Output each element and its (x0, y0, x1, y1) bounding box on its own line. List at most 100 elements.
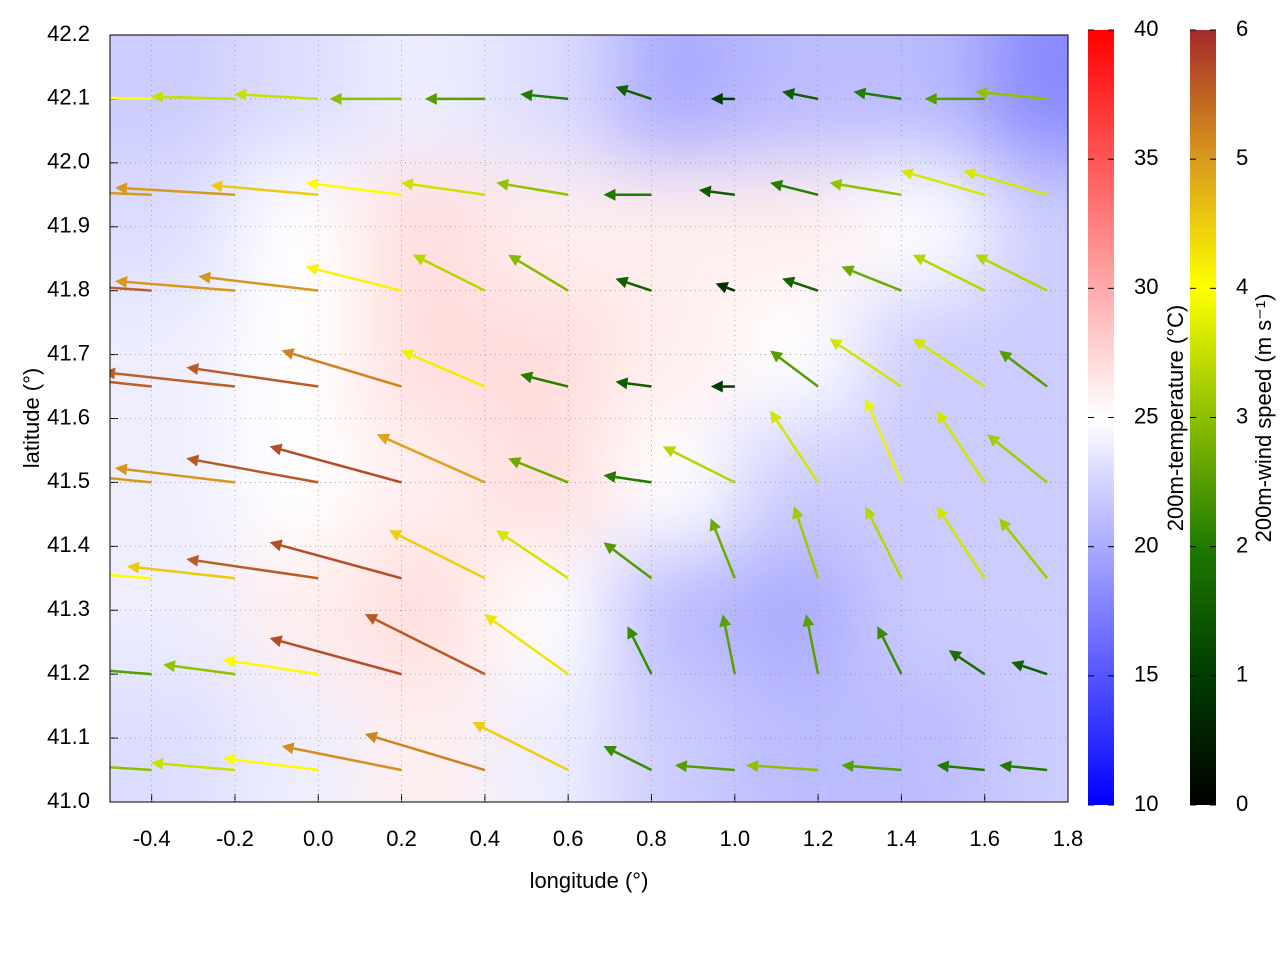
wind-arrow (841, 265, 902, 292)
arrow-shaft (531, 376, 569, 388)
temperature-cell (984, 35, 1068, 164)
y-tick-label: 42.2 (47, 21, 90, 46)
temperature-field (110, 35, 1068, 802)
arrow-head (496, 178, 509, 191)
arrow-shaft (631, 636, 653, 675)
arrow-shaft (292, 352, 402, 388)
temperature-cell (734, 35, 861, 164)
wind-arrow (305, 263, 402, 292)
colorbar-tick-label: 0 (1236, 791, 1248, 816)
arrow-shaft (852, 269, 902, 292)
temperature-colorbar-label: 200m-temperature (°C) (1163, 305, 1188, 531)
temperature-cell (484, 35, 611, 164)
arrow-shaft (293, 747, 402, 772)
temperature-cell (609, 674, 736, 802)
y-tick-label: 41.8 (47, 276, 90, 301)
wind-arrow (924, 92, 985, 105)
wind-arrow (150, 90, 235, 103)
wind-arrow (281, 742, 402, 772)
colorbar-tick-label: 40 (1134, 16, 1158, 41)
x-tick-label: 0.4 (470, 826, 501, 851)
y-tick-label: 42.1 (47, 85, 90, 110)
colorbar-tick-label: 20 (1134, 532, 1158, 557)
arrow-head (948, 650, 963, 662)
arrow-shaft (138, 566, 236, 580)
wind-arrow (520, 371, 569, 388)
arrow-head (186, 554, 199, 567)
arrow-shaft (1022, 664, 1048, 676)
arrow-head (900, 168, 914, 180)
wind-arrow (900, 168, 986, 196)
arrow-shaft (162, 95, 235, 101)
arrow-head (222, 655, 236, 668)
wind-arrow (496, 178, 569, 197)
temperature-cell (234, 35, 361, 164)
arrow-shaft (881, 636, 903, 675)
arrow-shaft (411, 354, 486, 388)
wind-arrow (963, 168, 1048, 196)
arrow-shaft (222, 185, 319, 197)
arrow-head (975, 254, 989, 266)
wind-arrow (424, 92, 485, 105)
wind-arrow (603, 188, 652, 201)
arrow-shaft (114, 372, 236, 388)
temperature-cell (484, 290, 611, 419)
arrow-shaft (482, 726, 569, 772)
wind-arrow (364, 731, 486, 772)
arrow-head (963, 168, 977, 180)
arrow-head (305, 178, 319, 191)
arrow-shaft (985, 258, 1048, 292)
x-tick-label: -0.2 (216, 826, 254, 851)
arrow-shaft (110, 96, 152, 101)
temperature-cell (984, 290, 1068, 419)
x-tick-label: -0.4 (133, 826, 171, 851)
arrow-shaft (793, 281, 819, 292)
wind-arrow (999, 350, 1048, 388)
arrow-shaft (974, 172, 1048, 196)
arrow-shaft (948, 765, 985, 772)
arrow-head (715, 282, 729, 294)
wind-colorbar-label: 200m-wind speed (m s⁻¹) (1251, 294, 1276, 543)
arrow-head (782, 88, 796, 100)
arrow-head (400, 178, 414, 191)
temperature-cell (359, 546, 486, 675)
wind-arrow (770, 350, 819, 388)
arrow-head (841, 760, 854, 773)
temperature-cell (359, 290, 486, 419)
x-tick-label: 1.2 (803, 826, 834, 851)
arrow-shaft (110, 766, 152, 772)
arrow-shaft (197, 559, 319, 580)
wind-arrow (114, 276, 236, 292)
temperature-cell (359, 418, 486, 547)
arrow-head (269, 635, 283, 648)
arrow-head (877, 626, 889, 640)
arrow-head (424, 92, 437, 105)
wind-arrow (770, 410, 820, 484)
wind-arrow (110, 380, 152, 388)
arrow-head (770, 179, 784, 192)
y-tick-label: 41.5 (47, 468, 90, 493)
arrow-head (710, 380, 723, 393)
wind-arrow (162, 660, 236, 676)
temperature-cell (484, 418, 611, 547)
arrow-head (615, 276, 629, 289)
wind-arrow (126, 561, 236, 580)
y-tick-label: 42.0 (47, 149, 90, 174)
arrow-head (975, 86, 988, 99)
wind-arrow (198, 271, 319, 292)
temperature-cell (859, 546, 986, 675)
arrow-shaft (423, 258, 486, 292)
wind-arrow (508, 457, 569, 484)
wind-arrow (936, 410, 986, 484)
wind-arrow (110, 766, 152, 772)
wind-arrow (364, 614, 486, 676)
y-tick-label: 41.6 (47, 404, 90, 429)
wind-arrow (110, 191, 152, 197)
wind-arrow (782, 88, 819, 101)
arrow-head (210, 180, 223, 193)
arrow-head (20, 276, 32, 288)
arrow-shaft (793, 92, 819, 101)
wind-arrow (484, 614, 569, 676)
arrow-head (802, 614, 815, 628)
